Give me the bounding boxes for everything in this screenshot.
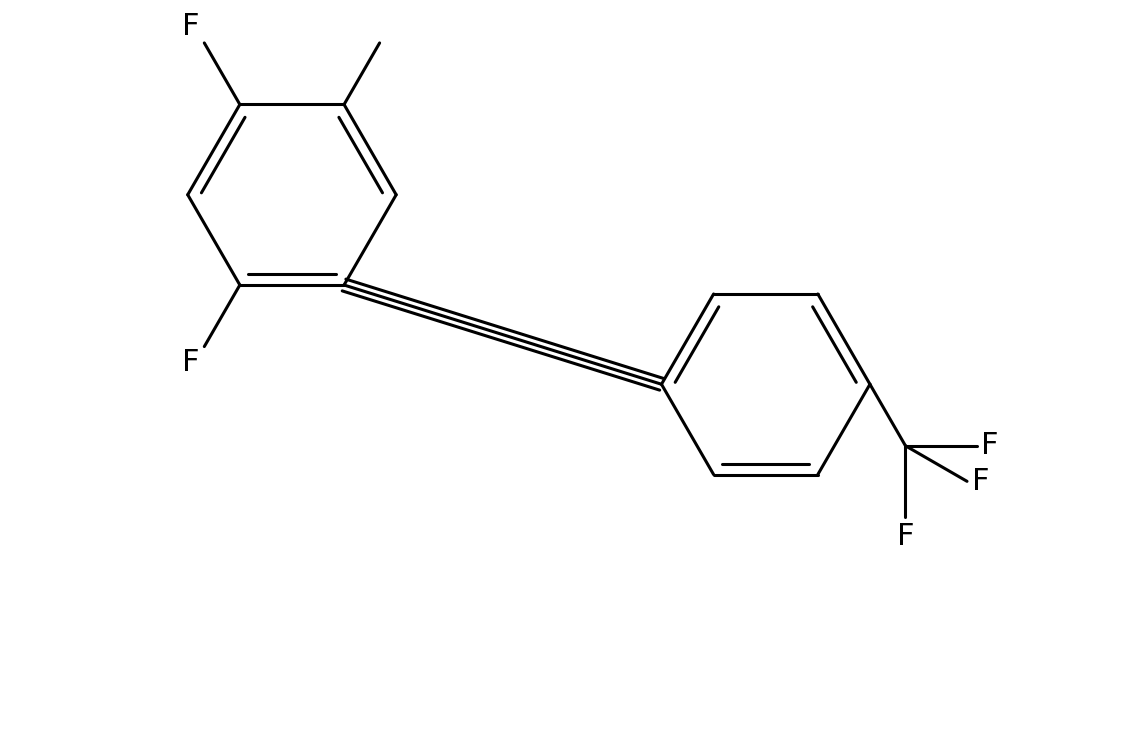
Text: F: F <box>972 467 989 496</box>
Text: F: F <box>897 522 914 551</box>
Text: F: F <box>981 432 999 460</box>
Text: F: F <box>182 349 200 378</box>
Text: F: F <box>182 12 200 41</box>
